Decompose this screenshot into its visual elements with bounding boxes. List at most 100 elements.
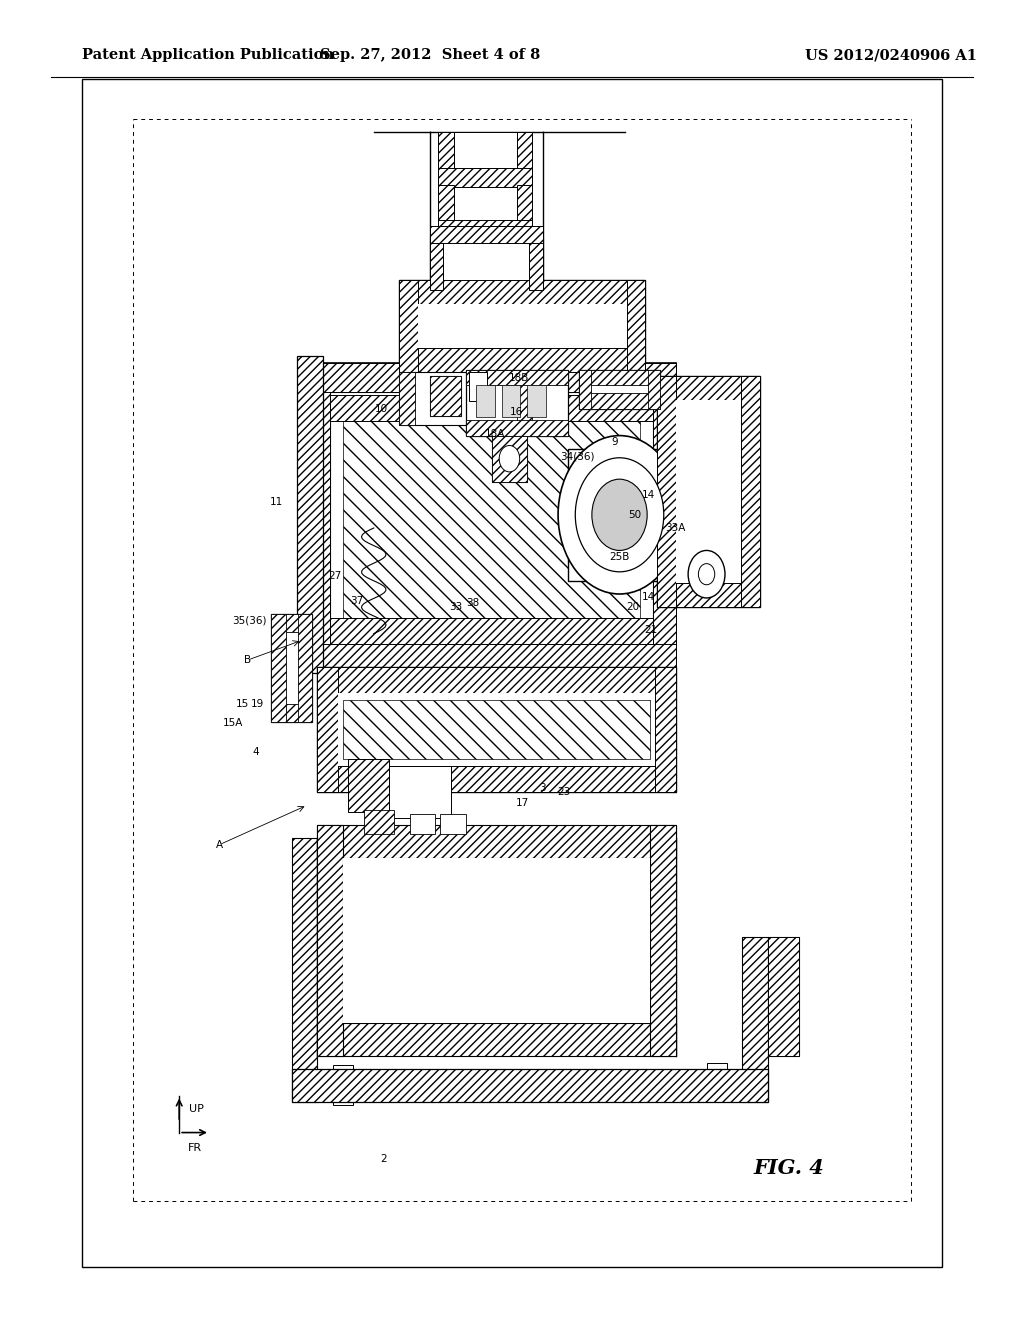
Circle shape — [698, 564, 715, 585]
Bar — [317, 667, 676, 792]
Bar — [399, 372, 532, 425]
Bar — [466, 370, 568, 385]
Bar — [399, 348, 645, 372]
Bar — [317, 1023, 676, 1056]
Bar — [517, 185, 532, 238]
Text: 50: 50 — [629, 510, 641, 520]
Bar — [271, 614, 312, 632]
Bar — [292, 1069, 768, 1102]
Text: 23: 23 — [558, 787, 570, 797]
Bar — [343, 858, 650, 1023]
Text: 33A: 33A — [666, 523, 686, 533]
Bar — [297, 356, 323, 673]
Bar — [466, 370, 568, 436]
Bar — [430, 226, 543, 243]
Text: 25B: 25B — [609, 552, 630, 562]
Bar — [330, 395, 653, 421]
Text: 19: 19 — [251, 698, 263, 709]
Text: 37: 37 — [350, 595, 362, 606]
Bar — [742, 937, 768, 1102]
Bar — [292, 838, 317, 1102]
Text: 10: 10 — [375, 404, 387, 414]
Text: 15: 15 — [237, 698, 249, 709]
Bar — [271, 614, 312, 722]
Text: 14: 14 — [642, 591, 654, 602]
Bar — [307, 644, 676, 673]
Text: 16: 16 — [510, 407, 522, 417]
Bar — [430, 238, 443, 290]
Bar — [579, 370, 660, 385]
Bar — [440, 814, 466, 834]
Text: FIG. 4: FIG. 4 — [753, 1158, 824, 1179]
Bar — [343, 409, 640, 627]
Bar — [82, 79, 942, 1267]
Bar — [492, 436, 527, 482]
Bar — [418, 304, 627, 348]
Bar — [317, 667, 676, 693]
Text: B: B — [245, 655, 251, 665]
Text: 38: 38 — [467, 598, 479, 609]
Text: 14: 14 — [642, 490, 654, 500]
Text: 17: 17 — [516, 797, 528, 808]
Bar — [527, 385, 546, 417]
Text: 3: 3 — [540, 783, 546, 793]
Bar — [399, 280, 418, 372]
Bar — [657, 583, 760, 607]
Text: Patent Application Publication: Patent Application Publication — [82, 49, 334, 62]
Bar — [307, 363, 676, 673]
Bar — [655, 667, 676, 792]
Bar — [399, 372, 415, 425]
Text: 18A: 18A — [484, 429, 505, 440]
Text: UP: UP — [189, 1104, 205, 1114]
Bar — [399, 280, 645, 372]
Bar — [307, 363, 676, 673]
Text: 34(36): 34(36) — [560, 451, 595, 462]
Bar — [579, 370, 591, 409]
Bar — [430, 376, 461, 416]
Text: 27: 27 — [329, 570, 341, 581]
Bar — [438, 132, 454, 187]
Circle shape — [500, 446, 519, 473]
Bar — [438, 168, 532, 187]
Text: 11: 11 — [270, 496, 283, 507]
Text: 15A: 15A — [223, 718, 244, 729]
Text: FR: FR — [187, 1143, 202, 1154]
Bar — [410, 814, 435, 834]
Bar — [330, 618, 653, 644]
Bar — [271, 614, 286, 722]
Text: Sep. 27, 2012  Sheet 4 of 8: Sep. 27, 2012 Sheet 4 of 8 — [319, 49, 541, 62]
Bar — [650, 825, 676, 1056]
Circle shape — [592, 479, 647, 550]
Bar — [579, 393, 660, 409]
Bar — [517, 132, 532, 187]
Bar — [343, 700, 650, 759]
Text: 4: 4 — [253, 747, 259, 758]
Bar — [492, 436, 527, 482]
Bar — [364, 810, 394, 834]
Bar — [657, 376, 760, 607]
Bar — [317, 825, 343, 1056]
Bar — [627, 280, 645, 372]
Bar — [502, 385, 520, 417]
Bar — [529, 238, 543, 290]
Bar — [741, 376, 760, 607]
Bar — [707, 1063, 727, 1102]
Bar — [579, 370, 660, 409]
Bar — [430, 238, 543, 290]
Bar — [438, 185, 454, 238]
Bar — [307, 363, 330, 673]
Bar — [657, 376, 760, 400]
Text: 2: 2 — [381, 1154, 387, 1164]
Bar — [338, 693, 655, 766]
Text: 9: 9 — [611, 437, 617, 447]
Bar — [676, 400, 741, 583]
Text: 20: 20 — [627, 602, 639, 612]
Bar — [517, 372, 532, 425]
Circle shape — [558, 436, 681, 594]
Bar — [768, 937, 799, 1056]
Text: 21: 21 — [645, 624, 657, 635]
Bar — [330, 392, 653, 644]
Bar — [568, 449, 679, 581]
Bar — [430, 376, 461, 416]
Circle shape — [688, 550, 725, 598]
